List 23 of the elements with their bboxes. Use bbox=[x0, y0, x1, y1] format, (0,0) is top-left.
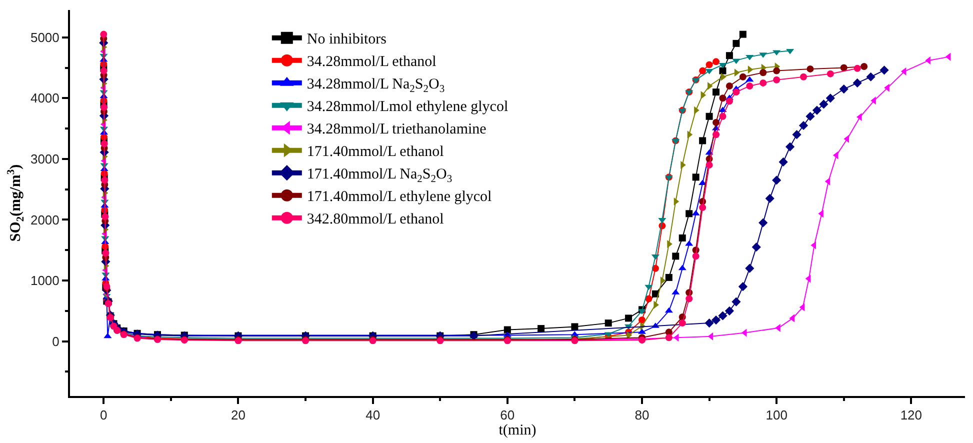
y-tick-label: 3000 bbox=[30, 151, 60, 166]
legend-label: 171.40mmol/L Na$_{2}$S$_{2}$O$_{3}$ bbox=[306, 166, 452, 185]
y-tick-label: 4000 bbox=[30, 90, 60, 106]
x-tick-label: 40 bbox=[366, 408, 380, 423]
y-tick-label: 1000 bbox=[30, 273, 60, 288]
y-tick-label: 5000 bbox=[30, 30, 60, 45]
legend-label: 342.80mmol/L ethanol bbox=[306, 212, 444, 228]
legend-label: 34.28mmol/L ethanol bbox=[306, 54, 436, 70]
legend-label: 34.28mmol/L Na$_{2}$S$_{2}$O$_{3}$ bbox=[306, 76, 445, 95]
legend-label: 171.40mmol/L ethylene glycol bbox=[306, 189, 492, 206]
legend-label: No inhibitors bbox=[306, 32, 387, 48]
legend-label: 34.28mmol/Lmol ethylene glycol bbox=[306, 99, 508, 116]
legend-label: 171.40mmol/L ethanol bbox=[306, 144, 444, 160]
y-tick-label: 0 bbox=[52, 334, 60, 349]
x-axis-title: t(min) bbox=[498, 422, 536, 439]
legend-label: 34.28mmol/L triethanolamine bbox=[306, 122, 487, 138]
x-tick-label: 120 bbox=[900, 408, 922, 423]
x-tick-label: 80 bbox=[634, 408, 650, 423]
x-tick-label: 20 bbox=[230, 408, 246, 423]
y-tick-label: 2000 bbox=[30, 212, 60, 228]
x-tick-label: 60 bbox=[500, 408, 515, 423]
x-tick-label: 100 bbox=[766, 408, 788, 423]
x-tick-label: 0 bbox=[100, 408, 108, 423]
